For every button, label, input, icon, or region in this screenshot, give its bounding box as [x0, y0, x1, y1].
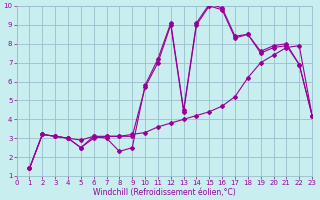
X-axis label: Windchill (Refroidissement éolien,°C): Windchill (Refroidissement éolien,°C) — [93, 188, 236, 197]
